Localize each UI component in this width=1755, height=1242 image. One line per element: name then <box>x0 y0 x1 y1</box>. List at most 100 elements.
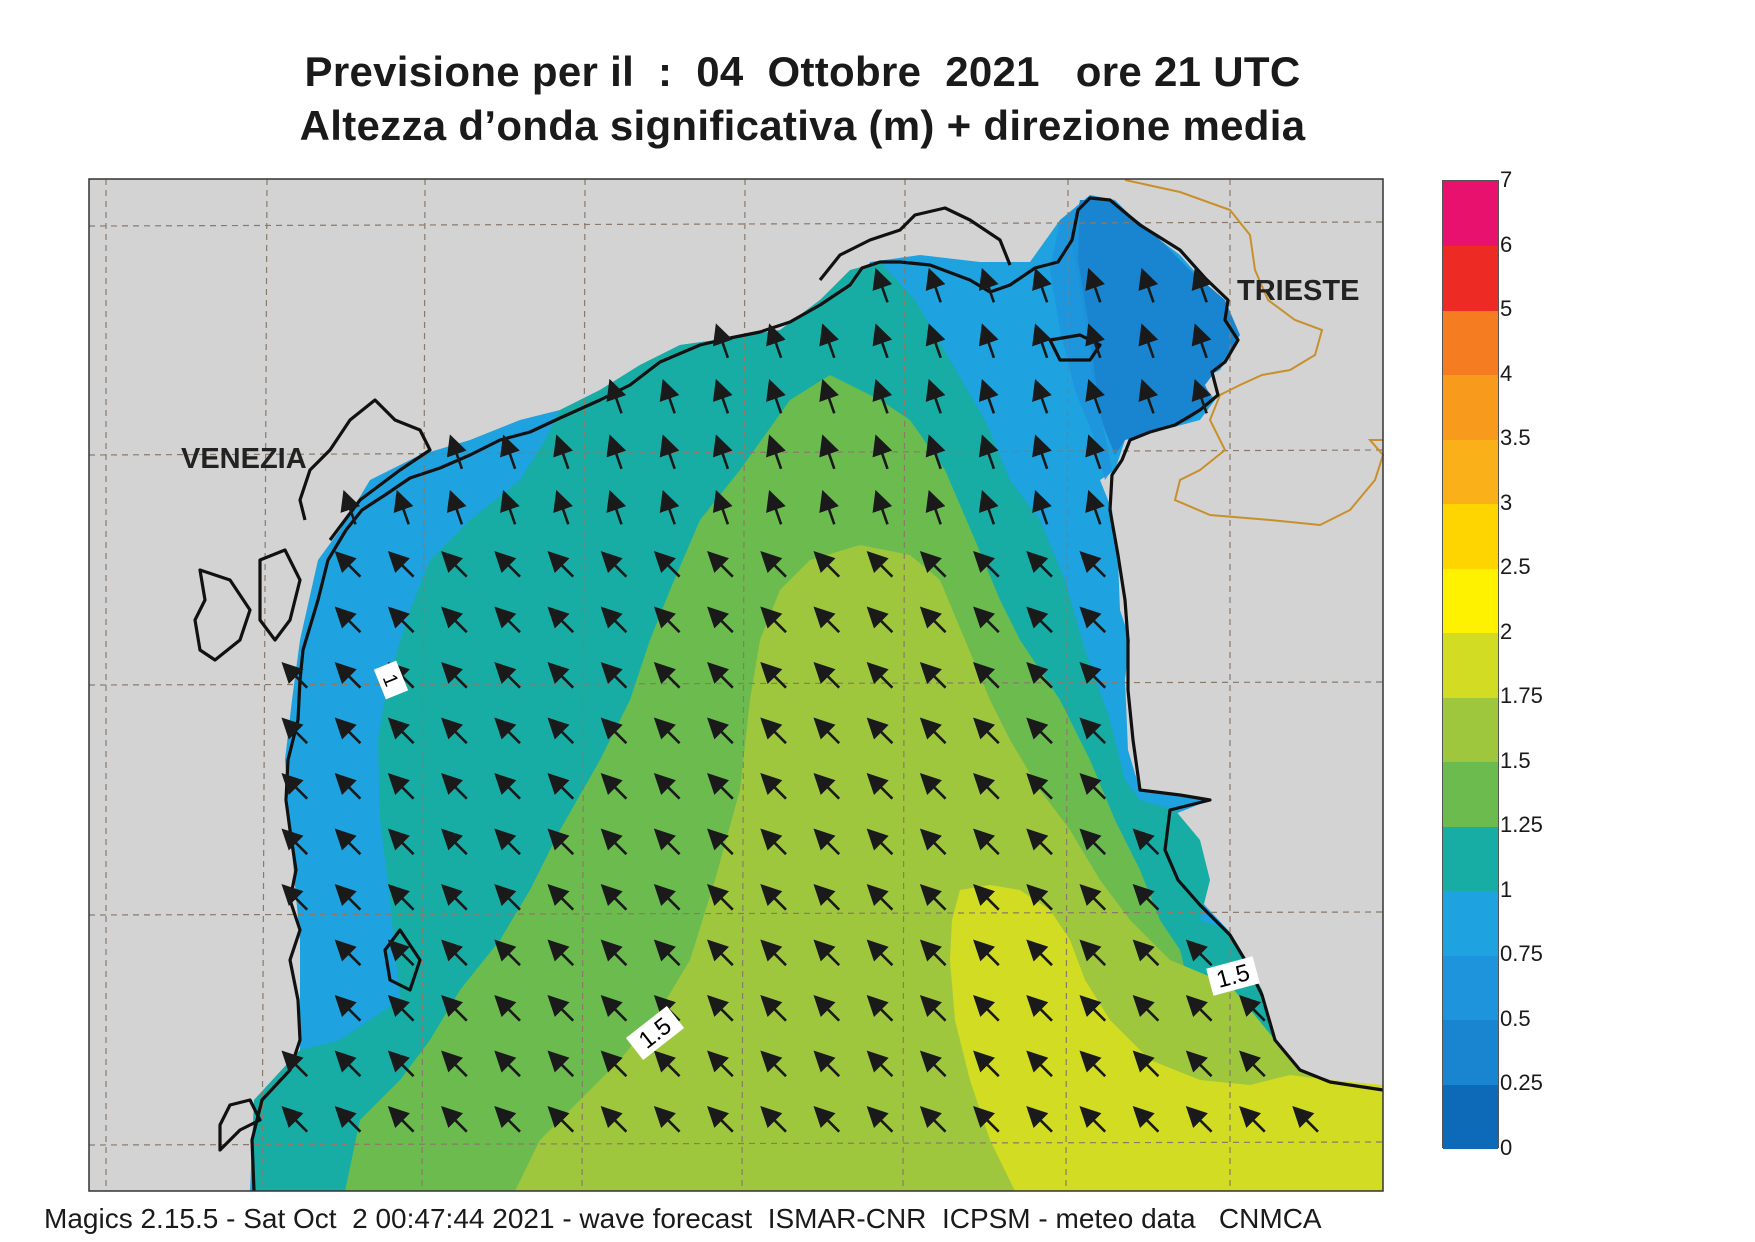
wave-direction-arrow <box>925 434 946 470</box>
wave-direction-arrow <box>1032 378 1052 414</box>
wave-direction-arrow <box>441 1050 468 1078</box>
wave-direction-arrow <box>978 267 999 303</box>
wave-direction-arrow <box>441 939 468 967</box>
wave-direction-arrow <box>494 828 521 856</box>
wave-direction-arrow <box>441 772 468 800</box>
wave-direction-arrow <box>919 828 947 856</box>
wave-direction-arrow <box>1185 994 1213 1022</box>
wave-direction-arrow <box>1185 1050 1213 1078</box>
wave-direction-arrow <box>653 828 681 856</box>
wave-direction-arrow <box>707 661 734 689</box>
wave-direction-arrow <box>441 661 468 689</box>
wave-direction-arrow <box>707 828 734 856</box>
wave-direction-arrow <box>387 883 415 911</box>
wave-direction-arrow <box>1191 378 1212 414</box>
wave-direction-arrow <box>1026 606 1053 634</box>
wave-direction-arrow <box>653 883 681 911</box>
wave-direction-arrow <box>766 323 786 359</box>
wave-direction-arrow <box>866 717 894 745</box>
wave-direction-arrow <box>919 717 947 745</box>
wave-direction-arrow <box>494 550 521 578</box>
wave-direction-arrow <box>760 550 787 578</box>
map-frame <box>88 178 1384 1192</box>
legend-band <box>1443 374 1498 440</box>
wave-direction-arrow <box>1079 661 1107 689</box>
legend-band <box>1443 761 1498 827</box>
wave-direction-arrow <box>1032 489 1052 525</box>
legend-band <box>1443 1019 1498 1085</box>
wave-direction-arrow <box>653 606 681 634</box>
wave-direction-arrow <box>1132 1105 1160 1133</box>
wave-direction-arrow <box>334 661 362 689</box>
wave-direction-arrow <box>1079 772 1107 800</box>
wave-direction-arrow <box>866 1050 894 1078</box>
wave-direction-arrow <box>819 434 839 470</box>
wave-direction-arrow <box>653 1105 681 1133</box>
wave-direction-arrow <box>1239 1050 1266 1078</box>
wave-direction-arrow <box>441 883 468 911</box>
legend-label: 0.25 <box>1500 1070 1543 1096</box>
wave-direction-arrow <box>494 883 521 911</box>
city-label-trieste: TRIESTE <box>1237 275 1360 307</box>
wave-direction-arrow <box>819 323 839 359</box>
wave-direction-arrow <box>813 939 841 967</box>
wave-direction-arrow <box>1026 550 1053 578</box>
wave-direction-arrow <box>866 661 894 689</box>
wave-direction-arrow <box>1026 994 1053 1022</box>
wave-direction-arrow <box>760 828 787 856</box>
wave-direction-arrow <box>547 828 575 856</box>
wave-direction-arrow <box>866 550 894 578</box>
wave-direction-arrow <box>925 267 946 303</box>
wave-direction-arrow <box>340 489 361 525</box>
wave-direction-arrow <box>387 1050 415 1078</box>
wave-direction-arrow <box>978 323 999 359</box>
wave-direction-arrow <box>1085 378 1105 414</box>
wave-direction-arrow <box>600 828 628 856</box>
legend-label: 1.5 <box>1500 747 1531 773</box>
city-label-venezia: VENEZIA <box>181 443 307 475</box>
wave-direction-arrow <box>919 606 947 634</box>
wave-direction-arrow <box>919 772 947 800</box>
wave-direction-arrow <box>1032 267 1052 303</box>
wave-direction-arrow <box>441 606 468 634</box>
wave-direction-arrow <box>973 1105 1000 1133</box>
legend-label: 3.5 <box>1500 425 1531 451</box>
wave-direction-arrow <box>600 661 628 689</box>
wave-direction-arrow <box>973 1050 1000 1078</box>
wave-direction-arrow <box>1191 323 1212 359</box>
wave-direction-arrow <box>547 1050 575 1078</box>
legend-band <box>1443 955 1498 1021</box>
wave-direction-arrow <box>973 717 1000 745</box>
wave-direction-arrow <box>919 994 947 1022</box>
wave-direction-arrow <box>1032 434 1052 470</box>
wave-direction-arrow <box>866 994 894 1022</box>
wave-direction-arrow <box>973 994 1000 1022</box>
wave-direction-arrow <box>281 1105 309 1133</box>
wave-direction-arrow <box>712 489 733 525</box>
wave-direction-arrow <box>1079 994 1107 1022</box>
wave-direction-arrow <box>441 717 468 745</box>
coastline <box>193 196 1384 1192</box>
wave-direction-arrow <box>494 606 521 634</box>
wave-direction-arrow <box>494 717 521 745</box>
wave-direction-arrow <box>600 994 628 1022</box>
wave-direction-arrow <box>334 828 362 856</box>
contour-label-1: 1 <box>373 660 409 700</box>
wave-direction-arrow <box>606 378 627 414</box>
wave-direction-arrow <box>813 994 841 1022</box>
wave-direction-arrow <box>1239 994 1266 1022</box>
wave-direction-arrow <box>387 828 415 856</box>
wave-direction-arrow <box>707 1105 734 1133</box>
wave-direction-arrow <box>973 883 1000 911</box>
wave-direction-arrow <box>334 772 362 800</box>
wave-direction-arrow <box>707 606 734 634</box>
wave-direction-arrow <box>707 772 734 800</box>
legend-band <box>1443 245 1498 311</box>
wave-direction-arrow <box>760 717 787 745</box>
wave-direction-arrow <box>973 772 1000 800</box>
wave-direction-arrow <box>1026 883 1053 911</box>
wave-direction-arrow <box>600 883 628 911</box>
legend-band <box>1443 890 1498 956</box>
wave-direction-arrow <box>766 489 786 525</box>
wave-direction-arrow <box>1079 717 1107 745</box>
